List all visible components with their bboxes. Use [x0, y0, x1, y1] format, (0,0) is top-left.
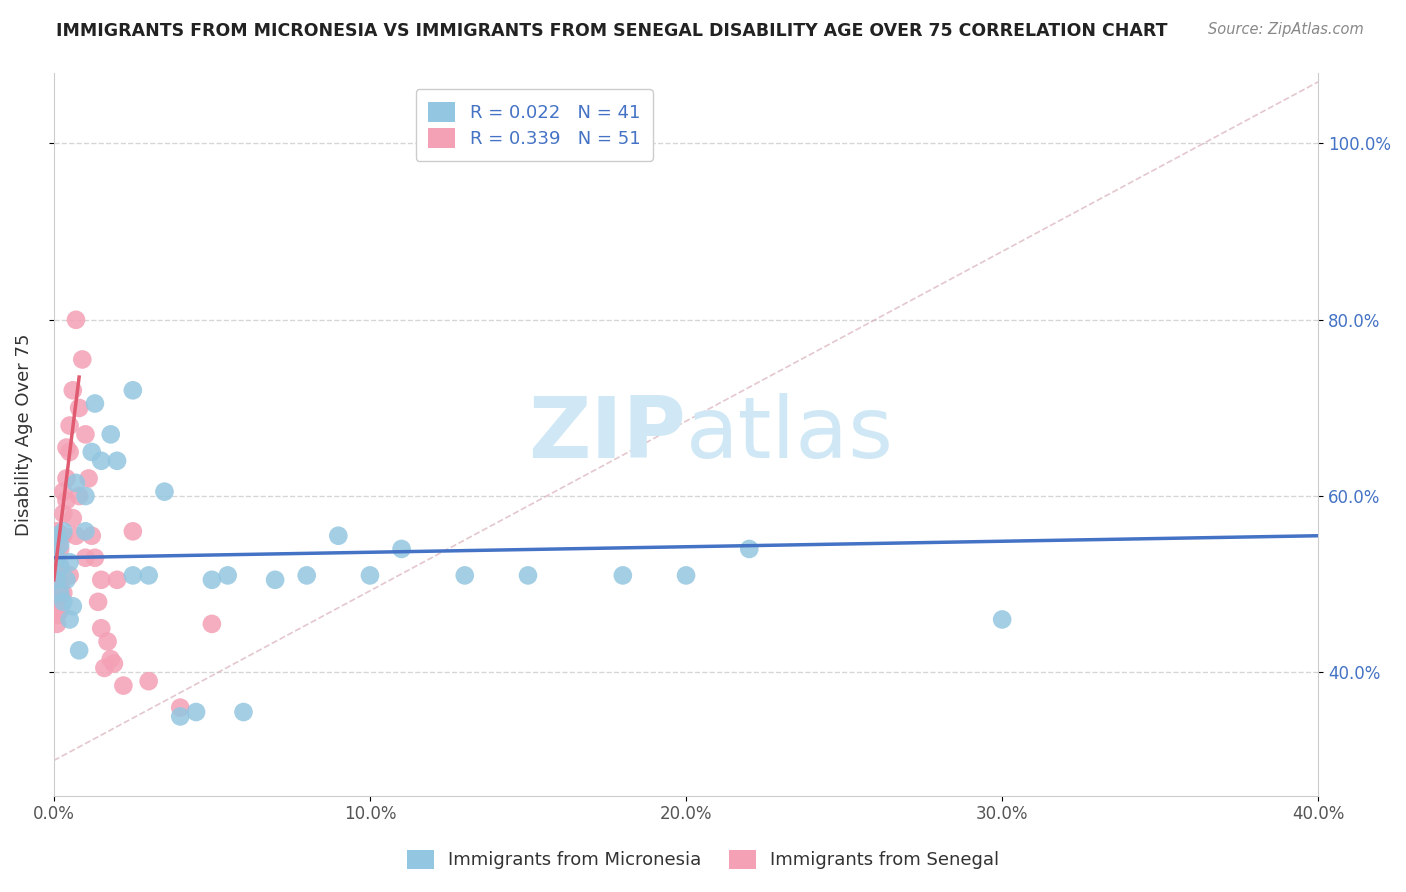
Text: ZIP: ZIP [529, 392, 686, 475]
Point [55, 441, 77, 455]
Point [138, 674, 160, 689]
Point [46, 582, 69, 596]
Point [100, 427, 122, 442]
Point [65, 529, 87, 543]
Point [52, 524, 75, 539]
Point [46, 616, 69, 631]
Point [49, 529, 72, 543]
Point [84, 396, 107, 410]
Point [67, 643, 90, 657]
Point [153, 484, 176, 499]
Point [217, 568, 239, 582]
Point [59, 568, 82, 582]
Point [169, 709, 191, 723]
Point [46, 533, 69, 548]
Point [75, 550, 97, 565]
Point [52, 595, 75, 609]
Point [52, 507, 75, 521]
Point [675, 568, 697, 582]
Point [52, 529, 75, 543]
Point [90, 454, 112, 468]
Point [87, 595, 110, 609]
Point [201, 573, 224, 587]
Point [59, 418, 82, 433]
Point [46, 573, 69, 587]
Point [46, 524, 69, 539]
Point [62, 599, 84, 614]
Point [121, 524, 143, 539]
Point [75, 427, 97, 442]
Point [55, 493, 77, 508]
Point [264, 573, 287, 587]
Point [46, 573, 69, 587]
Point [90, 573, 112, 587]
Point [232, 705, 254, 719]
Point [49, 586, 72, 600]
Point [55, 471, 77, 485]
Point [55, 573, 77, 587]
Point [49, 586, 72, 600]
Point [517, 568, 540, 582]
Point [138, 568, 160, 582]
Point [169, 700, 191, 714]
Point [80, 529, 103, 543]
Point [359, 568, 381, 582]
Point [67, 489, 90, 503]
Point [49, 537, 72, 551]
Point [46, 550, 69, 565]
Legend: R = 0.022   N = 41, R = 0.339   N = 51: R = 0.022 N = 41, R = 0.339 N = 51 [416, 89, 652, 161]
Text: IMMIGRANTS FROM MICRONESIA VS IMMIGRANTS FROM SENEGAL DISABILITY AGE OVER 75 COR: IMMIGRANTS FROM MICRONESIA VS IMMIGRANTS… [56, 22, 1168, 40]
Point [59, 612, 82, 626]
Point [100, 652, 122, 666]
Point [77, 471, 100, 485]
Legend: Immigrants from Micronesia, Immigrants from Senegal: Immigrants from Micronesia, Immigrants f… [398, 841, 1008, 879]
Point [49, 577, 72, 591]
Point [49, 604, 72, 618]
Point [612, 568, 634, 582]
Text: Source: ZipAtlas.com: Source: ZipAtlas.com [1208, 22, 1364, 37]
Point [46, 595, 69, 609]
Point [295, 568, 318, 582]
Point [454, 568, 477, 582]
Text: atlas: atlas [686, 392, 894, 475]
Point [52, 586, 75, 600]
Point [65, 313, 87, 327]
Point [46, 564, 69, 578]
Point [80, 445, 103, 459]
Point [65, 475, 87, 490]
Point [103, 657, 125, 671]
Point [59, 555, 82, 569]
Point [46, 608, 69, 623]
Point [46, 550, 69, 565]
Point [59, 445, 82, 459]
Point [46, 541, 69, 556]
Point [93, 661, 115, 675]
Point [90, 621, 112, 635]
Point [52, 484, 75, 499]
Point [121, 384, 143, 398]
Point [201, 616, 224, 631]
Point [62, 384, 84, 398]
Point [391, 541, 413, 556]
Point [84, 550, 107, 565]
Point [121, 568, 143, 582]
Point [184, 705, 207, 719]
Point [49, 559, 72, 574]
Point [328, 529, 350, 543]
Point [97, 634, 120, 648]
Point [75, 524, 97, 539]
Point [75, 489, 97, 503]
Point [46, 529, 69, 543]
Point [738, 541, 761, 556]
Point [49, 541, 72, 556]
Point [72, 352, 94, 367]
Point [112, 679, 135, 693]
Point [991, 612, 1014, 626]
Point [105, 454, 128, 468]
Point [62, 511, 84, 525]
Point [67, 401, 90, 415]
Y-axis label: Disability Age Over 75: Disability Age Over 75 [15, 333, 32, 535]
Point [49, 559, 72, 574]
Point [105, 573, 128, 587]
